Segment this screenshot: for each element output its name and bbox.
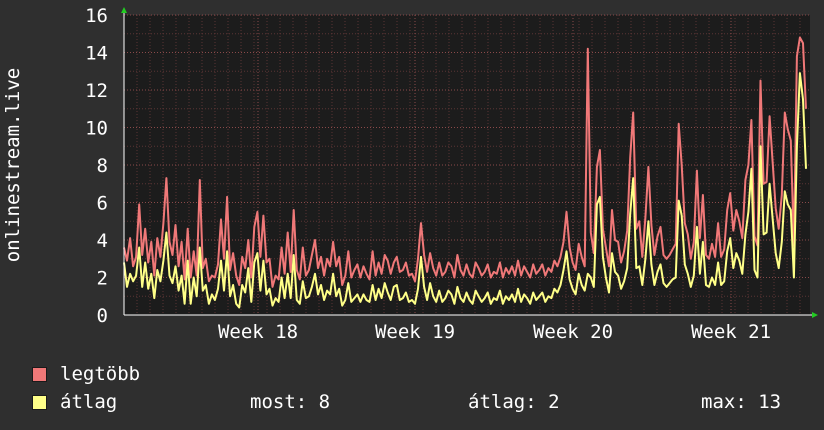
legend-item-max: legtöbb (32, 363, 140, 385)
y-axis-arrow (121, 7, 127, 13)
stat-avg: átlag: 2 (468, 391, 560, 413)
x-tick-label: Week 20 (533, 321, 613, 343)
legend-label-max: legtöbb (60, 363, 141, 385)
legend-item-avg: átlag (32, 391, 117, 413)
legend-swatch-avg (32, 394, 47, 410)
y-tick-label: 6 (97, 193, 108, 215)
stat-max: max: 13 (701, 391, 782, 413)
series-line-avg (123, 72, 807, 309)
y-tick-label: 12 (85, 80, 108, 102)
legend-label-avg: átlag (60, 391, 118, 413)
x-tick-label: Week 19 (375, 321, 455, 343)
x-axis-arrow (812, 312, 818, 318)
y-tick-label: 0 (97, 305, 108, 327)
legend-swatch-max (32, 366, 47, 382)
y-tick-label: 10 (85, 118, 108, 140)
x-tick-label: Week 21 (691, 321, 771, 343)
y-tick-label: 2 (97, 268, 108, 290)
y-tick-label: 4 (97, 230, 108, 252)
y-tick-label: 8 (97, 155, 108, 177)
y-axis-title: onlinestream.live (2, 68, 24, 262)
series-line-max (123, 36, 807, 288)
y-tick-label: 16 (85, 5, 108, 27)
x-tick-label: Week 18 (218, 321, 298, 343)
stat-now: most: 8 (250, 391, 331, 413)
y-tick-label: 14 (85, 43, 108, 65)
